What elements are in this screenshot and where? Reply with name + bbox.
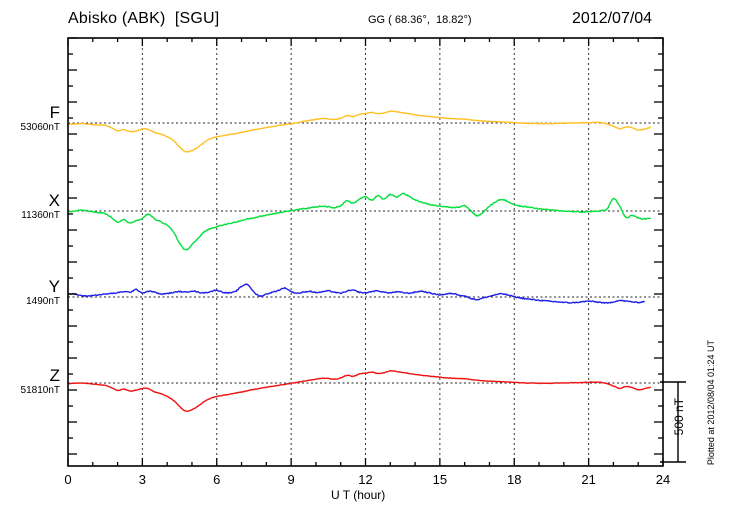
svg-text:3: 3: [139, 472, 146, 487]
plot-frame: [67, 37, 664, 467]
svg-text:9: 9: [288, 472, 295, 487]
trace-lines: [67, 110, 651, 412]
trace-label-x: X 11360nT: [0, 192, 60, 222]
plotted-timestamp: Plotted at 2012/08/04 01:24 UT: [706, 340, 716, 466]
trace-baseline-x: 11360nT: [21, 210, 60, 221]
trace-baseline-y: 1490nT: [26, 296, 60, 307]
x-axis-title: U T (hour): [331, 488, 386, 502]
svg-text:12: 12: [358, 472, 372, 487]
trace-label-f: F 53060nT: [0, 104, 60, 134]
trace-baseline-f: 53060nT: [20, 122, 60, 133]
svg-text:15: 15: [433, 472, 447, 487]
grid-lines: [141, 38, 590, 466]
scale-bar: [660, 381, 686, 463]
trace-label-y: Y 1490nT: [0, 278, 60, 308]
svg-text:21: 21: [581, 472, 595, 487]
svg-text:24: 24: [656, 472, 670, 487]
trace-symbol-x: X: [48, 191, 60, 210]
x-axis-tick-labels: 0 3 6 9 12 15 18 21 24: [64, 472, 670, 487]
scale-bar-label: 500 nT: [672, 398, 686, 436]
page-title: Abisko (ABK) [SGU]: [68, 10, 220, 27]
trace-symbol-y: Y: [48, 277, 60, 296]
trace-baseline-z: 51810nT: [20, 385, 60, 396]
svg-text:18: 18: [507, 472, 521, 487]
trace-symbol-z: Z: [49, 366, 60, 385]
trace-label-z: Z 51810nT: [0, 367, 60, 397]
observation-date: 2012/07/04: [572, 10, 653, 27]
svg-text:6: 6: [213, 472, 220, 487]
trace-symbol-f: F: [49, 103, 60, 122]
y-axis-ticks: [68, 37, 663, 455]
x-axis-ticks: [67, 38, 664, 466]
svg-text:0: 0: [64, 472, 71, 487]
geographic-coordinates: GG ( 68.36°, 18.82°): [368, 14, 472, 26]
